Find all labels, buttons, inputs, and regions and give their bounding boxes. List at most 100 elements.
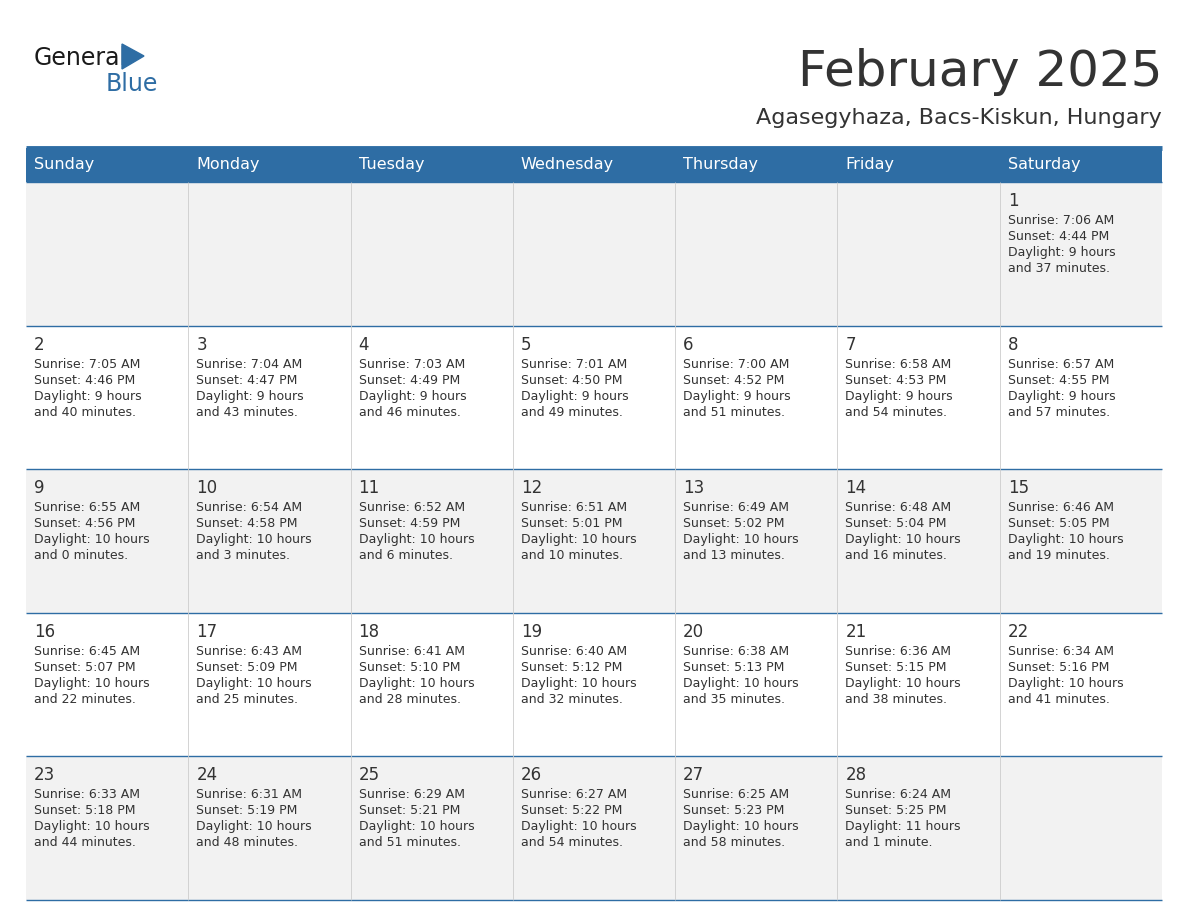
Text: Sunrise: 7:05 AM: Sunrise: 7:05 AM bbox=[34, 358, 140, 371]
Bar bbox=[513, 613, 675, 756]
Text: Daylight: 9 hours: Daylight: 9 hours bbox=[359, 389, 466, 403]
Text: Sunset: 5:15 PM: Sunset: 5:15 PM bbox=[846, 661, 947, 674]
Text: Daylight: 10 hours: Daylight: 10 hours bbox=[520, 533, 637, 546]
Text: Tuesday: Tuesday bbox=[359, 158, 424, 173]
Text: Sunset: 5:04 PM: Sunset: 5:04 PM bbox=[846, 517, 947, 531]
Text: Sunrise: 6:58 AM: Sunrise: 6:58 AM bbox=[846, 358, 952, 371]
Text: Daylight: 10 hours: Daylight: 10 hours bbox=[359, 533, 474, 546]
Text: Sunset: 4:56 PM: Sunset: 4:56 PM bbox=[34, 517, 135, 531]
Text: and 51 minutes.: and 51 minutes. bbox=[359, 836, 461, 849]
Text: Sunrise: 7:06 AM: Sunrise: 7:06 AM bbox=[1007, 214, 1114, 227]
Bar bbox=[350, 148, 513, 182]
Text: 16: 16 bbox=[34, 622, 55, 641]
Text: 2: 2 bbox=[34, 336, 45, 353]
Bar bbox=[350, 326, 513, 469]
Bar bbox=[513, 469, 675, 613]
Text: 14: 14 bbox=[846, 479, 866, 498]
Text: Daylight: 10 hours: Daylight: 10 hours bbox=[359, 821, 474, 834]
Text: Sunrise: 6:48 AM: Sunrise: 6:48 AM bbox=[846, 501, 952, 514]
Text: Sunset: 5:10 PM: Sunset: 5:10 PM bbox=[359, 661, 460, 674]
Text: Sunset: 4:46 PM: Sunset: 4:46 PM bbox=[34, 374, 135, 386]
Text: 24: 24 bbox=[196, 767, 217, 784]
Text: Sunset: 5:23 PM: Sunset: 5:23 PM bbox=[683, 804, 784, 817]
Bar bbox=[188, 756, 350, 900]
Text: Sunrise: 6:41 AM: Sunrise: 6:41 AM bbox=[359, 644, 465, 658]
Text: Daylight: 10 hours: Daylight: 10 hours bbox=[34, 677, 150, 689]
Text: 26: 26 bbox=[520, 767, 542, 784]
Text: Sunset: 5:21 PM: Sunset: 5:21 PM bbox=[359, 804, 460, 817]
Text: Sunset: 5:02 PM: Sunset: 5:02 PM bbox=[683, 517, 784, 531]
Text: 18: 18 bbox=[359, 622, 380, 641]
Text: Sunset: 4:47 PM: Sunset: 4:47 PM bbox=[196, 374, 298, 386]
Text: Sunrise: 6:49 AM: Sunrise: 6:49 AM bbox=[683, 501, 789, 514]
Text: Sunrise: 6:54 AM: Sunrise: 6:54 AM bbox=[196, 501, 303, 514]
Text: 23: 23 bbox=[34, 767, 56, 784]
Polygon shape bbox=[122, 44, 144, 69]
Bar bbox=[675, 326, 838, 469]
Text: Sunset: 5:09 PM: Sunset: 5:09 PM bbox=[196, 661, 298, 674]
Text: Daylight: 9 hours: Daylight: 9 hours bbox=[846, 389, 953, 403]
Text: Saturday: Saturday bbox=[1007, 158, 1080, 173]
Bar bbox=[838, 469, 1000, 613]
Text: Daylight: 10 hours: Daylight: 10 hours bbox=[683, 821, 798, 834]
Bar bbox=[1000, 756, 1162, 900]
Bar bbox=[838, 326, 1000, 469]
Text: Daylight: 11 hours: Daylight: 11 hours bbox=[846, 821, 961, 834]
Text: Daylight: 10 hours: Daylight: 10 hours bbox=[359, 677, 474, 689]
Text: Daylight: 10 hours: Daylight: 10 hours bbox=[34, 821, 150, 834]
Bar bbox=[26, 326, 188, 469]
Text: 8: 8 bbox=[1007, 336, 1018, 353]
Text: Daylight: 9 hours: Daylight: 9 hours bbox=[1007, 246, 1116, 259]
Text: and 13 minutes.: and 13 minutes. bbox=[683, 549, 785, 562]
Text: Sunset: 4:50 PM: Sunset: 4:50 PM bbox=[520, 374, 623, 386]
Bar bbox=[513, 148, 675, 182]
Bar bbox=[350, 613, 513, 756]
Text: Sunrise: 6:33 AM: Sunrise: 6:33 AM bbox=[34, 789, 140, 801]
Text: and 37 minutes.: and 37 minutes. bbox=[1007, 262, 1110, 275]
Bar bbox=[26, 148, 188, 182]
Bar bbox=[675, 469, 838, 613]
Text: 1: 1 bbox=[1007, 192, 1018, 210]
Text: Sunrise: 7:03 AM: Sunrise: 7:03 AM bbox=[359, 358, 465, 371]
Text: 15: 15 bbox=[1007, 479, 1029, 498]
Bar bbox=[675, 756, 838, 900]
Text: and 16 minutes.: and 16 minutes. bbox=[846, 549, 947, 562]
Bar bbox=[1000, 469, 1162, 613]
Bar bbox=[188, 182, 350, 326]
Text: 17: 17 bbox=[196, 622, 217, 641]
Text: Sunrise: 6:51 AM: Sunrise: 6:51 AM bbox=[520, 501, 627, 514]
Text: Sunday: Sunday bbox=[34, 158, 94, 173]
Text: 20: 20 bbox=[683, 622, 704, 641]
Bar bbox=[26, 182, 188, 326]
Text: Sunset: 5:18 PM: Sunset: 5:18 PM bbox=[34, 804, 135, 817]
Bar bbox=[675, 148, 838, 182]
Text: Sunrise: 6:36 AM: Sunrise: 6:36 AM bbox=[846, 644, 952, 658]
Bar bbox=[188, 613, 350, 756]
Bar bbox=[838, 613, 1000, 756]
Text: and 54 minutes.: and 54 minutes. bbox=[846, 406, 947, 419]
Text: Sunrise: 6:27 AM: Sunrise: 6:27 AM bbox=[520, 789, 627, 801]
Bar bbox=[838, 182, 1000, 326]
Bar bbox=[513, 756, 675, 900]
Text: Sunset: 4:53 PM: Sunset: 4:53 PM bbox=[846, 374, 947, 386]
Bar bbox=[350, 469, 513, 613]
Text: Daylight: 10 hours: Daylight: 10 hours bbox=[520, 677, 637, 689]
Text: and 10 minutes.: and 10 minutes. bbox=[520, 549, 623, 562]
Text: and 1 minute.: and 1 minute. bbox=[846, 836, 933, 849]
Bar bbox=[1000, 326, 1162, 469]
Text: 5: 5 bbox=[520, 336, 531, 353]
Text: Thursday: Thursday bbox=[683, 158, 758, 173]
Text: February 2025: February 2025 bbox=[797, 48, 1162, 96]
Bar bbox=[188, 326, 350, 469]
Text: Sunrise: 6:52 AM: Sunrise: 6:52 AM bbox=[359, 501, 465, 514]
Text: Sunrise: 6:40 AM: Sunrise: 6:40 AM bbox=[520, 644, 627, 658]
Text: 25: 25 bbox=[359, 767, 380, 784]
Text: Sunset: 5:13 PM: Sunset: 5:13 PM bbox=[683, 661, 784, 674]
Text: Sunset: 5:12 PM: Sunset: 5:12 PM bbox=[520, 661, 623, 674]
Text: 10: 10 bbox=[196, 479, 217, 498]
Text: Blue: Blue bbox=[106, 72, 158, 96]
Text: and 28 minutes.: and 28 minutes. bbox=[359, 693, 461, 706]
Text: Sunset: 5:05 PM: Sunset: 5:05 PM bbox=[1007, 517, 1110, 531]
Text: and 32 minutes.: and 32 minutes. bbox=[520, 693, 623, 706]
Text: and 58 minutes.: and 58 minutes. bbox=[683, 836, 785, 849]
